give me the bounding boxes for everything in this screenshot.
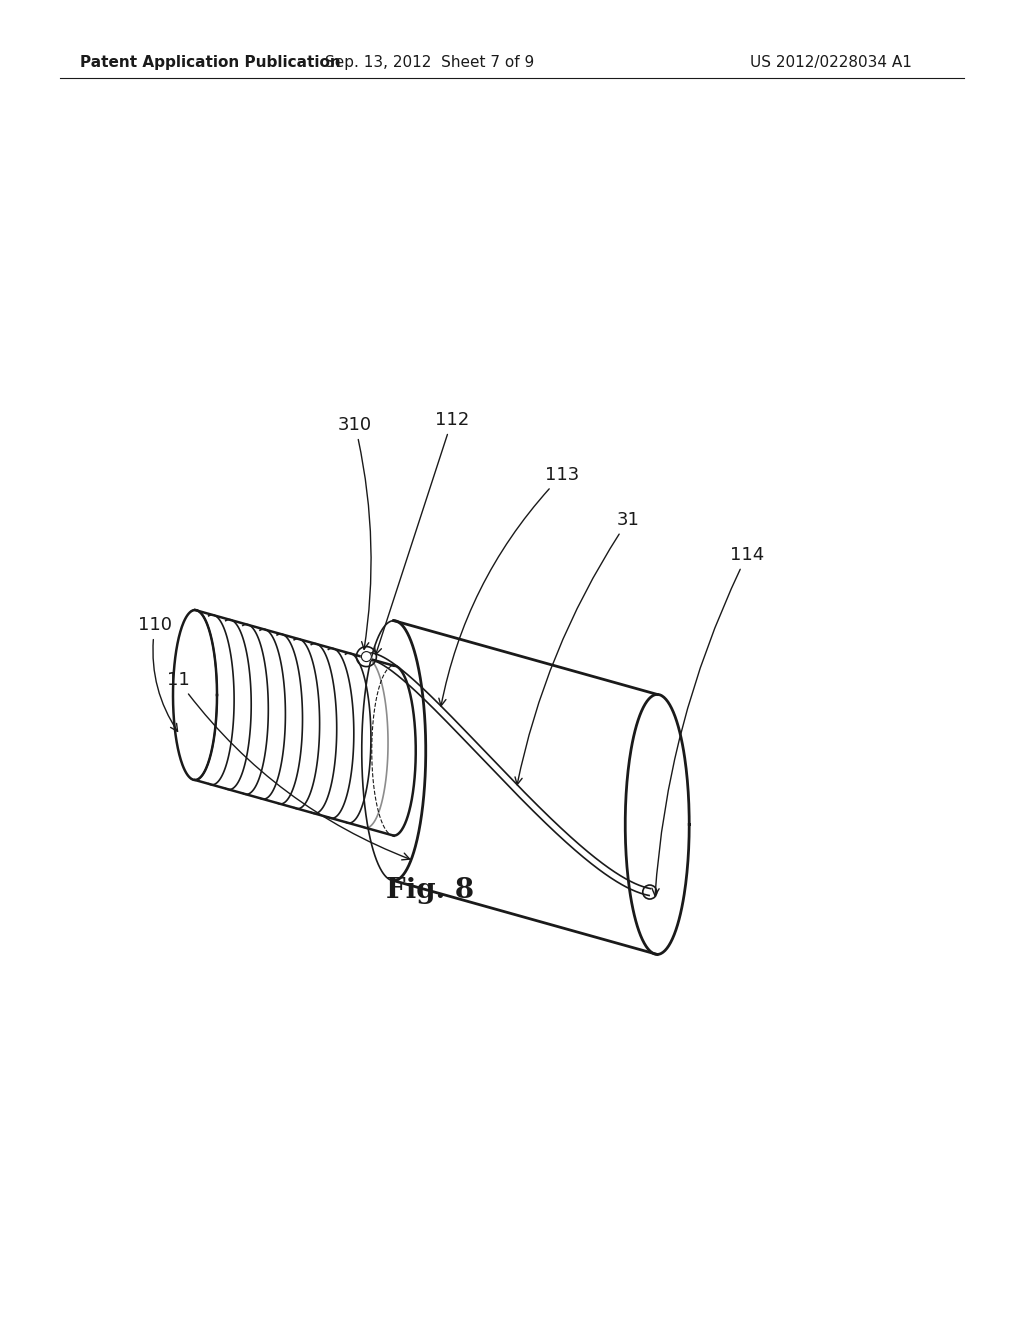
Text: Sep. 13, 2012  Sheet 7 of 9: Sep. 13, 2012 Sheet 7 of 9: [326, 54, 535, 70]
Text: 113: 113: [439, 466, 580, 706]
Circle shape: [361, 652, 372, 661]
Text: 310: 310: [338, 416, 372, 649]
Text: 110: 110: [138, 616, 177, 731]
Text: 11: 11: [167, 671, 410, 859]
Text: Fig. 8: Fig. 8: [386, 876, 474, 903]
Text: 112: 112: [375, 411, 469, 655]
Text: US 2012/0228034 A1: US 2012/0228034 A1: [750, 54, 912, 70]
Text: 114: 114: [652, 546, 764, 896]
Text: 31: 31: [515, 511, 640, 784]
Text: Patent Application Publication: Patent Application Publication: [80, 54, 341, 70]
